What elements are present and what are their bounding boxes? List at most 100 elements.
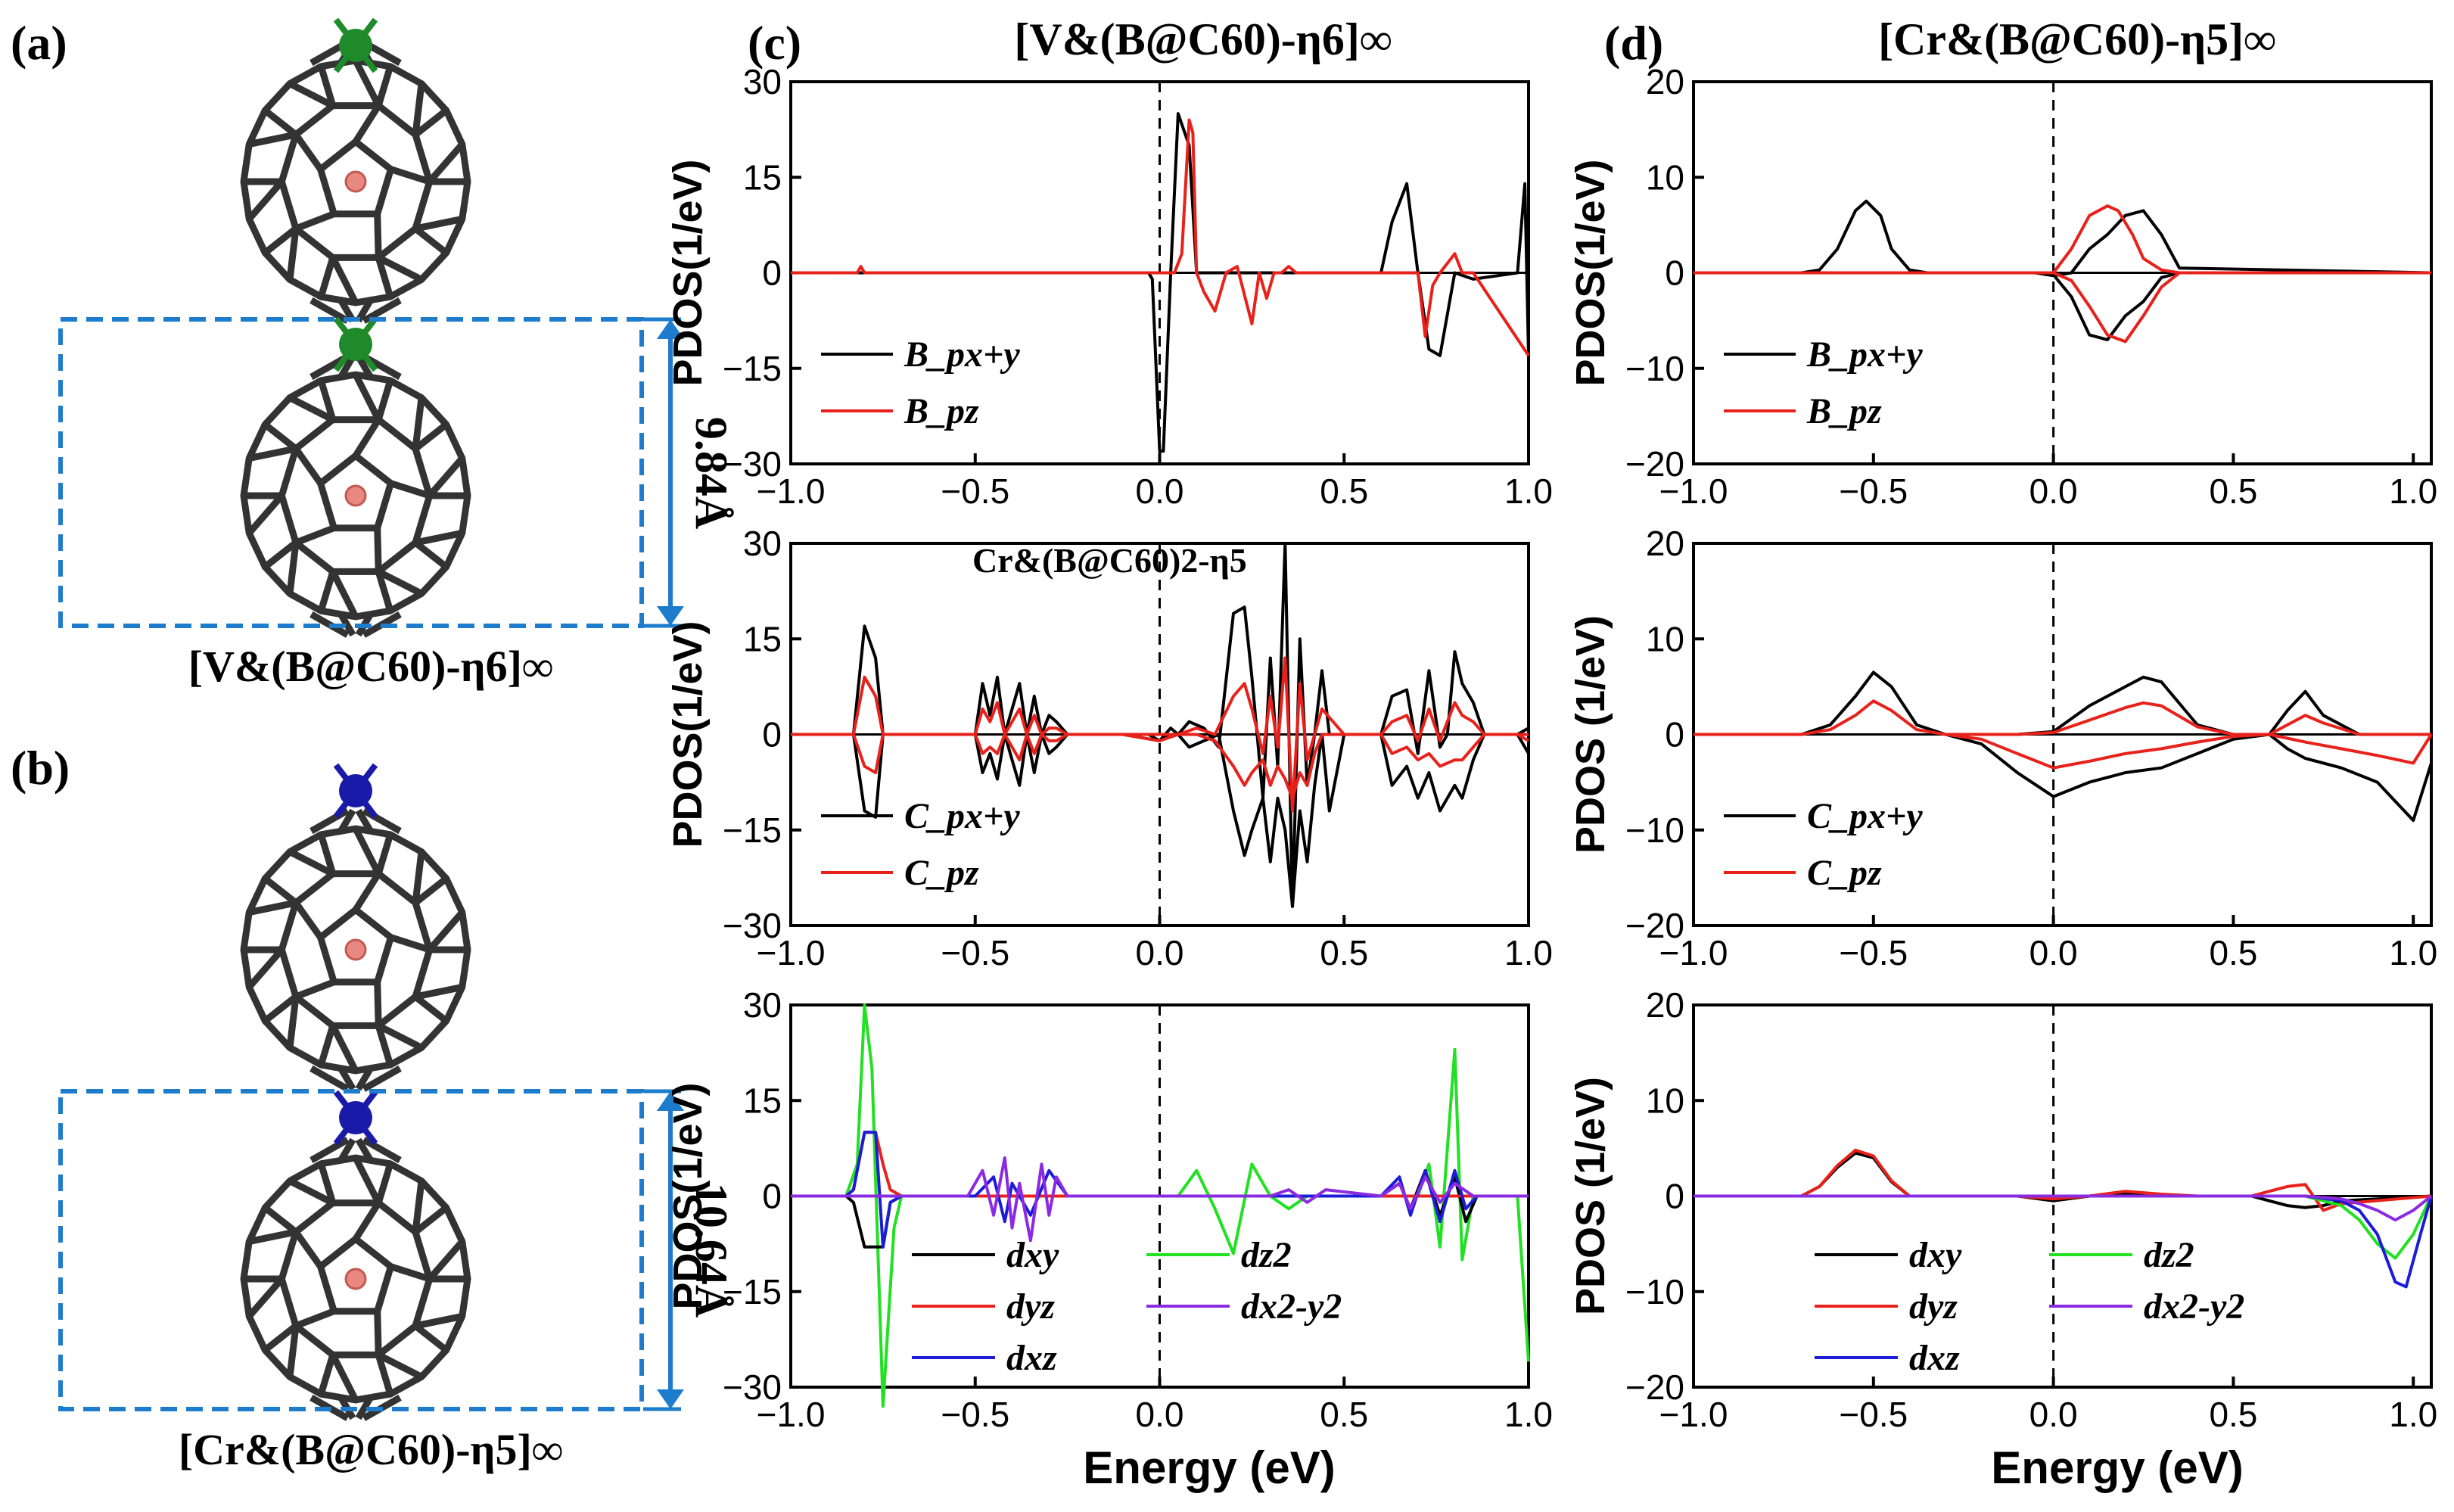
cage-bond [248, 1228, 297, 1245]
cage-bond [412, 851, 425, 904]
x-tick-label: −1.0 [757, 471, 826, 511]
legend-label: dz2 [1241, 1235, 1292, 1275]
legend-label: C_pz [904, 853, 979, 893]
series-dx2-y2 [1694, 1194, 2433, 1222]
cage-bond [248, 131, 297, 148]
legend: dxy dz2 dyz dx2-y2 dxz [1815, 1235, 2244, 1378]
cage-bond [412, 1181, 425, 1233]
cage-bond [263, 1323, 298, 1353]
y-tick-label: −10 [1625, 349, 1684, 388]
panel-c1: −1.0 −0.5 0.0 0.5 1.0 30 15 0 −15 −30 PDOS(1/eV) B_… [665, 62, 1553, 511]
y-tick-label: −30 [723, 906, 782, 945]
cage-bond [329, 256, 359, 305]
cage-bond [352, 58, 382, 107]
series-dx2-y2 [791, 1156, 1529, 1243]
legend: C_px+y C_pz [821, 796, 1020, 893]
x-tick-label: −1.0 [1659, 471, 1728, 511]
y-tick-label: 0 [1665, 715, 1684, 754]
y-tick-label: 20 [1646, 524, 1684, 563]
legend-label: C_px+y [1807, 796, 1923, 836]
lattice-label-b: 10.64Å [686, 1183, 736, 1318]
y-axis-label: PDOS(1/eV) [665, 621, 711, 848]
cage-bond [355, 1137, 374, 1162]
fullerene-cage [240, 807, 471, 1092]
y-tick-label: 15 [743, 157, 782, 197]
boron-atom [344, 938, 367, 961]
x-tick-label: 0.0 [2029, 471, 2078, 511]
cage-bond [353, 418, 381, 458]
cage-bond [413, 107, 449, 138]
cage-bond [390, 480, 431, 499]
metal-atom [339, 1101, 372, 1134]
cage-bond [355, 808, 374, 833]
cage-bond [413, 540, 449, 570]
lattice-label-a: 9.84Å [686, 417, 736, 529]
cage-bond [413, 876, 449, 906]
x-tick-label: 0.0 [2029, 1395, 2078, 1434]
caption-b: [Cr&(B@C60)-η5]∞ [179, 1425, 563, 1474]
series-B_px+y_dn [2035, 271, 2431, 341]
legend-label: dx2-y2 [2144, 1286, 2244, 1327]
legend-label: B_pz [1806, 391, 1882, 431]
cage-bond [355, 1395, 374, 1420]
cage-bond [375, 379, 394, 421]
cage-bond [353, 872, 381, 912]
cage-bond [377, 568, 424, 597]
cage-inner-ring [317, 906, 394, 986]
cage-bond [317, 257, 337, 298]
structure-b: 10.64Å [Cr&(B@C60)-η5]∞ [58, 763, 736, 1474]
y-tick-label: 10 [1646, 157, 1684, 197]
series-C_pz_dn [791, 733, 1529, 800]
cage-bond [352, 372, 382, 422]
cage-bond [390, 934, 431, 954]
cage-bond [362, 1137, 402, 1164]
cage-bond [246, 947, 285, 990]
metal-atom [339, 774, 372, 807]
legend-label: B_px+y [904, 334, 1020, 375]
y-tick-label: −10 [1625, 1272, 1684, 1311]
x-tick-label: −0.5 [941, 471, 1009, 511]
title-d: [Cr&(B@C60)-η5]∞ [1878, 14, 2276, 64]
cage-bond [377, 1352, 424, 1380]
series-B_pz_dn [2052, 271, 2431, 344]
cage-bond [329, 570, 359, 619]
xlabel-c: Energy (eV) [1083, 1442, 1335, 1493]
pdos-panels: −1.0 −0.5 0.0 0.5 1.0 30 15 0 −15 −30 PDOS(1/eV) B_… [665, 62, 2437, 1434]
legend-label: dxy [1909, 1235, 1962, 1275]
y-axis-label: PDOS (1/eV) [1568, 1077, 1613, 1315]
label-d: (d) [1604, 16, 1663, 70]
cage-bond [427, 142, 465, 184]
x-tick-label: 0.0 [1136, 471, 1184, 511]
cage-bond [427, 910, 465, 952]
cage-bond [317, 833, 337, 875]
cage-bond [294, 524, 335, 546]
cage-bond [246, 493, 285, 536]
series-B_px+y [791, 112, 1530, 453]
series-C_pz_dn [1945, 733, 2433, 770]
xlabel-d: Energy (eV) [1991, 1442, 2243, 1493]
cage-bond [263, 422, 298, 452]
x-tick-label: 0.5 [1320, 933, 1368, 972]
cage-bond [294, 978, 335, 1000]
legend: C_px+y C_pz [1724, 796, 1923, 893]
y-tick-label: 30 [743, 524, 782, 563]
y-tick-label: −20 [1625, 906, 1684, 945]
legend-label: dz2 [2144, 1235, 2194, 1275]
y-axis-label: PDOS(1/eV) [665, 159, 711, 386]
panel-d1: −1.0 −0.5 0.0 0.5 1.0 20 10 0 −10 −20 PDOS(1/eV) B_… [1568, 62, 2437, 511]
legend-label: B_px+y [1806, 334, 1923, 375]
structure-a: 9.84Å [V&(B@C60)-η6]∞ [58, 17, 736, 691]
y-tick-label: 0 [762, 1177, 782, 1216]
x-tick-label: −0.5 [1839, 471, 1908, 511]
x-tick-label: −0.5 [1839, 933, 1908, 972]
y-tick-label: 10 [1646, 1081, 1684, 1120]
cage-bond [286, 542, 300, 594]
x-tick-label: 0.0 [1136, 933, 1184, 972]
y-tick-label: 0 [762, 715, 782, 754]
cage-bond [375, 65, 394, 107]
cage-bond [413, 226, 449, 256]
cage-bond [329, 1024, 359, 1073]
x-tick-label: 0.5 [1320, 471, 1368, 511]
cage-bond [317, 1354, 337, 1395]
legend: B_px+y B_pz [1724, 334, 1923, 431]
